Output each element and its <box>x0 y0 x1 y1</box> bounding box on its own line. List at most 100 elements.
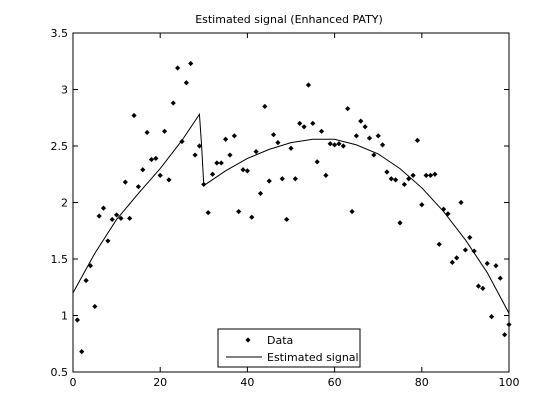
data-point <box>345 106 351 112</box>
data-point <box>236 208 242 215</box>
data-point <box>436 241 442 247</box>
y-tick-label: 0.5 <box>51 366 69 379</box>
data-point <box>79 349 85 355</box>
data-point <box>170 100 176 106</box>
y-tick-label: 1.5 <box>51 253 69 266</box>
data-point <box>353 133 359 139</box>
data-point <box>74 317 80 323</box>
data-point <box>214 160 220 166</box>
data-point <box>161 128 168 134</box>
data-point <box>297 120 303 126</box>
data-point <box>318 128 325 134</box>
data-point <box>218 160 224 166</box>
data-point <box>414 137 421 143</box>
legend-items: Data Estimated signal <box>226 334 359 364</box>
x-tick-label: 80 <box>415 376 429 389</box>
data-point <box>166 177 172 183</box>
data-point <box>179 138 185 145</box>
data-point <box>340 143 346 149</box>
data-point <box>336 141 342 147</box>
data-point <box>131 112 137 119</box>
data-point <box>480 285 486 291</box>
data-point <box>257 190 264 197</box>
data-point <box>253 149 259 155</box>
data-point <box>397 220 403 226</box>
x-tick-label: 40 <box>240 376 254 389</box>
data-point <box>284 216 290 223</box>
data-point <box>506 321 512 328</box>
data-point <box>471 248 477 254</box>
data-point <box>310 120 316 126</box>
data-point <box>292 176 298 182</box>
x-tick-label: 100 <box>499 376 520 389</box>
legend-marker-data <box>245 337 251 343</box>
legend-label: Data <box>267 334 293 347</box>
data-point <box>175 65 181 71</box>
data-point <box>493 263 499 269</box>
plot-area <box>72 32 510 373</box>
data-point <box>270 132 277 138</box>
data-point <box>410 172 416 178</box>
data-point <box>467 234 473 241</box>
data-point <box>114 212 120 218</box>
data-point <box>127 215 133 221</box>
x-tick-label: 60 <box>328 376 342 389</box>
data-point <box>458 199 464 206</box>
data-point <box>266 178 272 184</box>
data-point <box>188 60 194 67</box>
data-point <box>441 206 447 212</box>
data-point <box>349 208 355 215</box>
data-point <box>419 202 425 208</box>
data-point <box>83 277 89 284</box>
data-point <box>475 283 482 289</box>
data-points-layer <box>74 60 512 355</box>
data-point <box>87 263 94 269</box>
y-tick-label: 3.5 <box>51 27 69 40</box>
data-point <box>201 181 207 188</box>
data-point <box>96 213 102 219</box>
data-point <box>366 135 373 141</box>
data-point <box>484 260 490 267</box>
data-point <box>192 152 198 158</box>
y-tick-label: 2 <box>61 197 68 210</box>
data-point <box>332 142 338 148</box>
data-point <box>327 141 333 147</box>
data-point <box>423 172 429 178</box>
data-point <box>488 314 495 320</box>
legend: Data Estimated signal <box>217 328 361 368</box>
y-tick-label: 3 <box>61 84 68 97</box>
data-point <box>497 275 503 281</box>
data-point <box>153 155 159 162</box>
estimated-signal-line-layer <box>72 112 510 314</box>
estimated-signal-line <box>72 112 510 314</box>
data-point <box>502 332 508 338</box>
data-point <box>314 159 320 165</box>
data-point <box>196 143 203 149</box>
data-point <box>231 133 237 139</box>
data-point <box>454 255 460 261</box>
data-point <box>135 184 141 190</box>
data-point <box>109 216 115 223</box>
data-point <box>118 215 124 221</box>
data-point <box>462 247 468 253</box>
data-point <box>279 176 285 182</box>
data-point <box>227 152 233 158</box>
data-point <box>144 129 150 136</box>
data-point <box>401 181 407 188</box>
legend-label: Estimated signal <box>267 351 359 364</box>
y-tick-label: 2.5 <box>51 140 69 153</box>
data-point <box>384 169 390 175</box>
data-point <box>393 177 399 183</box>
data-point <box>358 118 364 124</box>
data-point <box>262 103 268 110</box>
data-point <box>375 133 381 139</box>
data-point <box>301 124 307 130</box>
data-point <box>140 167 146 173</box>
chart-title: Estimated signal (Enhanced PATY) <box>195 13 383 26</box>
data-point <box>148 156 155 163</box>
data-point <box>105 238 111 244</box>
data-point <box>240 167 246 173</box>
data-point <box>371 152 377 158</box>
data-point <box>288 145 294 151</box>
data-point <box>223 136 229 142</box>
